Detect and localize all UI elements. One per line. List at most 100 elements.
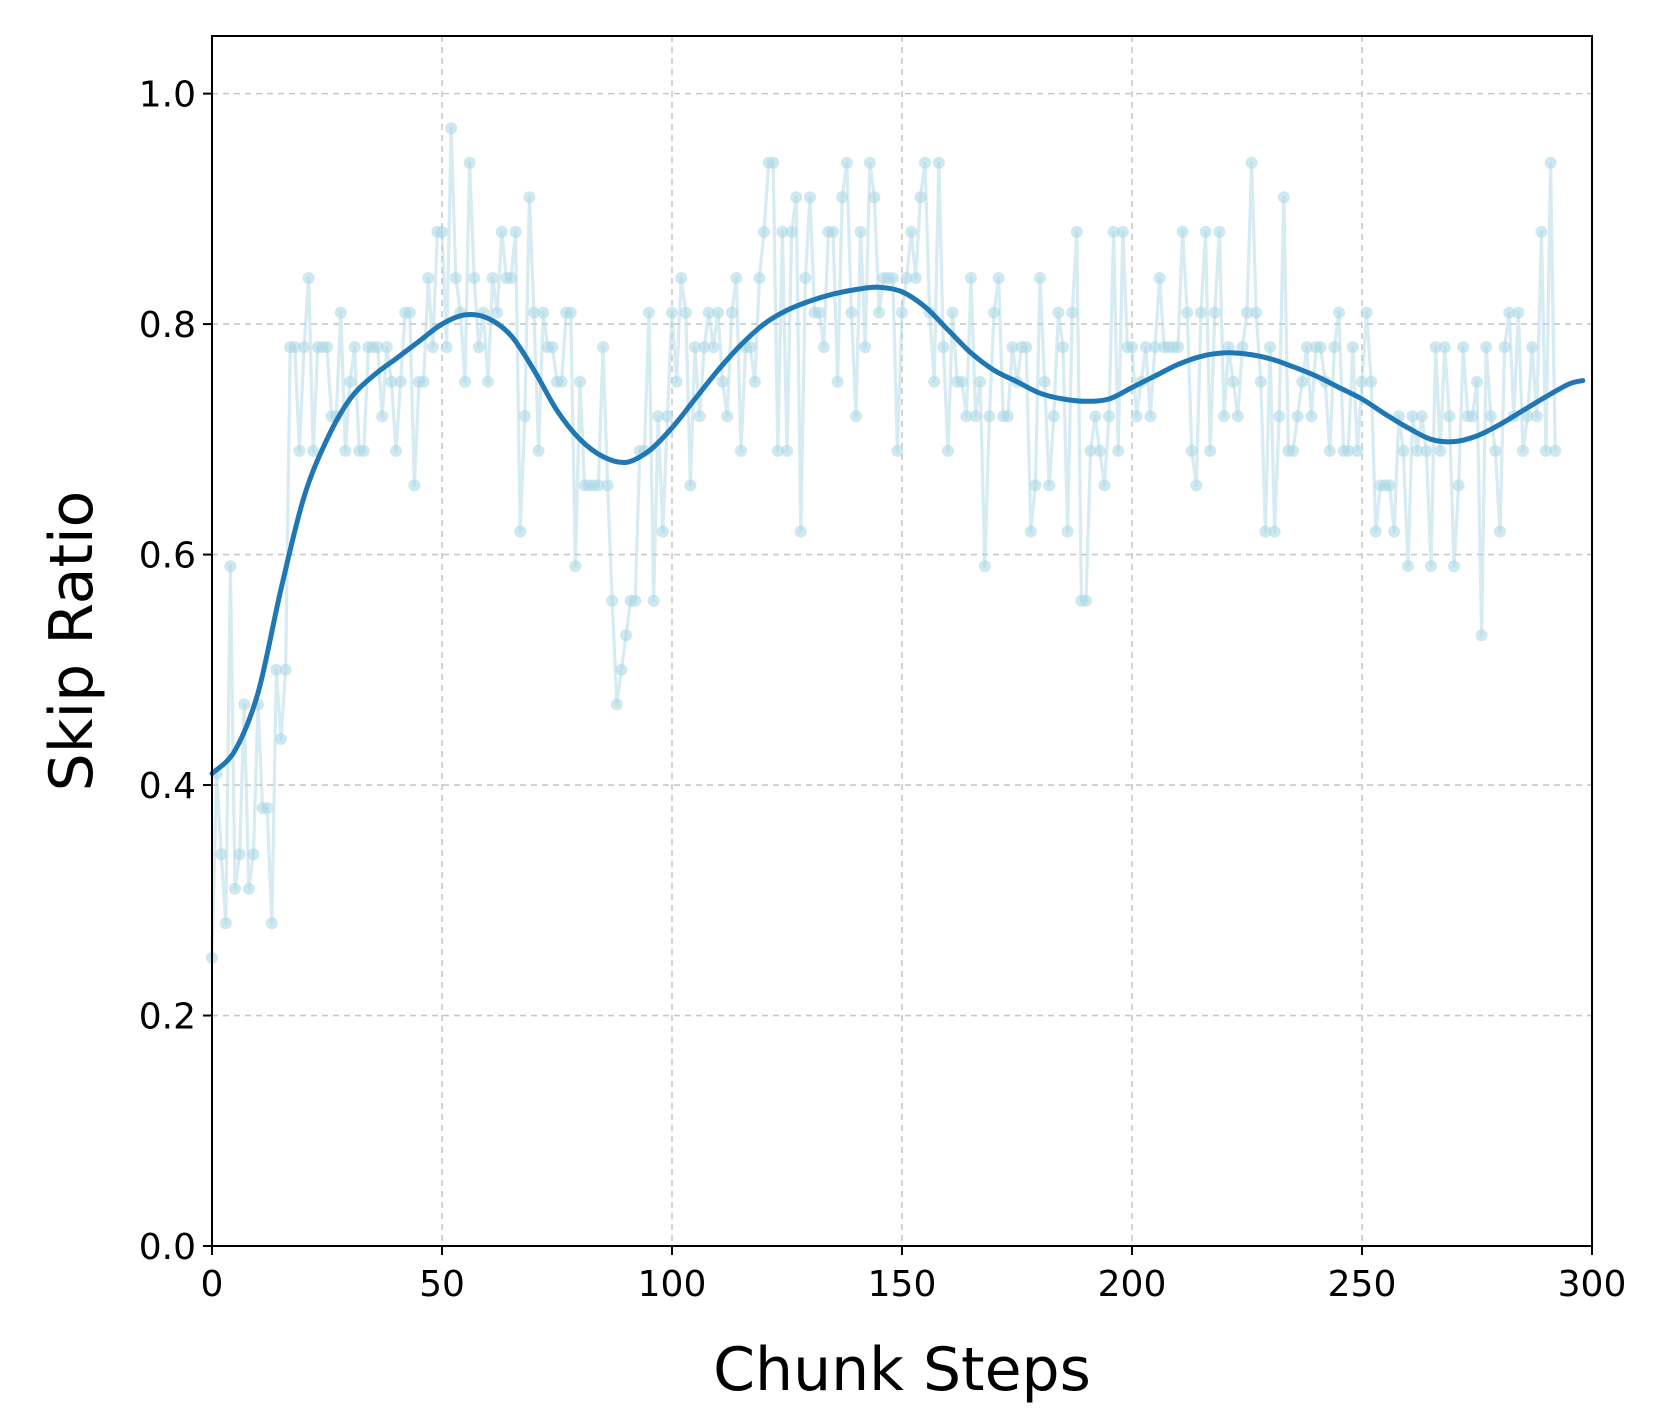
- x-tick-label: 200: [1098, 1264, 1167, 1305]
- raw-data-point: [1213, 225, 1226, 238]
- raw-data-point: [716, 375, 729, 388]
- raw-data-point: [279, 663, 292, 676]
- raw-data-point: [850, 410, 862, 423]
- raw-data-point: [224, 560, 237, 573]
- raw-data-point: [1484, 410, 1497, 423]
- raw-data-point: [909, 272, 922, 284]
- raw-data-point: [868, 191, 881, 204]
- raw-data-point: [1314, 341, 1327, 354]
- raw-data-point: [1512, 306, 1525, 319]
- raw-data-point: [592, 479, 605, 492]
- raw-data-point: [1241, 306, 1253, 319]
- raw-data-point: [1020, 341, 1033, 354]
- raw-data-point: [845, 306, 858, 319]
- raw-data-point: [679, 306, 692, 319]
- raw-data-point: [1245, 156, 1258, 169]
- raw-data-point: [1333, 306, 1345, 319]
- raw-data-point: [702, 306, 715, 319]
- raw-data-point: [1038, 375, 1051, 388]
- raw-data-point: [1093, 444, 1106, 457]
- raw-data-point: [302, 272, 315, 284]
- raw-data-point: [518, 410, 531, 423]
- raw-data-point: [992, 272, 1005, 284]
- raw-data-point: [974, 375, 987, 388]
- raw-data-point: [960, 410, 973, 423]
- raw-data-point: [781, 444, 793, 457]
- raw-data-point: [1204, 444, 1217, 457]
- raw-data-point: [744, 341, 757, 354]
- raw-data-point: [1047, 410, 1060, 423]
- raw-data-point: [270, 663, 283, 676]
- raw-data-point: [261, 802, 274, 815]
- raw-data-point: [1521, 410, 1534, 423]
- raw-data-point: [905, 225, 918, 238]
- raw-data-point: [965, 272, 977, 284]
- raw-data-point: [1346, 341, 1359, 354]
- raw-data-point: [1130, 410, 1143, 423]
- raw-data-point: [891, 444, 904, 457]
- raw-data-point: [445, 122, 458, 135]
- raw-data-point: [1498, 341, 1511, 354]
- raw-data-point: [836, 191, 849, 204]
- raw-data-point: [620, 629, 632, 642]
- raw-data-point: [1530, 410, 1543, 423]
- raw-data-point: [942, 444, 954, 457]
- raw-data-point: [873, 306, 885, 319]
- raw-data-point: [776, 225, 789, 238]
- raw-data-point: [505, 272, 517, 284]
- raw-data-point: [1466, 410, 1479, 423]
- raw-data-point: [436, 225, 448, 238]
- raw-data-point: [914, 191, 927, 204]
- y-tick-label: 0.6: [139, 536, 196, 577]
- y-axis-ticks: 0.0 0.2 0.4 0.6 0.8 1.0: [139, 75, 212, 1268]
- raw-data-point: [417, 375, 430, 388]
- raw-data-point: [472, 341, 485, 354]
- raw-data-point: [1475, 629, 1488, 642]
- raw-data-point: [1126, 341, 1138, 354]
- raw-data-point: [1254, 375, 1267, 388]
- raw-data-point: [610, 698, 623, 711]
- raw-data-point: [449, 272, 462, 284]
- raw-data-point: [1457, 341, 1470, 354]
- raw-data-point: [339, 444, 352, 457]
- smoothed-series-line: [209, 284, 1586, 776]
- raw-data-point: [1526, 341, 1539, 354]
- raw-data-point: [1296, 375, 1309, 388]
- raw-data-point: [546, 341, 559, 354]
- raw-data-point: [1259, 525, 1272, 538]
- x-tick-label: 250: [1328, 1264, 1397, 1305]
- x-tick-label: 150: [868, 1264, 937, 1305]
- raw-data-point: [380, 341, 393, 354]
- raw-data-point: [813, 306, 826, 319]
- raw-data-point: [1291, 410, 1304, 423]
- raw-data-point: [334, 306, 347, 319]
- raw-data-point: [1323, 444, 1336, 457]
- raw-data-point: [1139, 341, 1152, 354]
- raw-data-point: [606, 594, 619, 607]
- raw-data-point: [219, 917, 232, 930]
- raw-data-point: [1001, 410, 1014, 423]
- raw-data-point: [661, 410, 674, 423]
- raw-data-point: [1471, 375, 1483, 388]
- raw-data-point: [1300, 341, 1313, 354]
- raw-data-point: [804, 191, 816, 204]
- raw-data-point: [1406, 410, 1419, 423]
- raw-data-point: [712, 306, 724, 319]
- raw-data-point: [854, 225, 867, 238]
- raw-data-point: [983, 410, 996, 423]
- raw-data-point: [666, 306, 678, 319]
- raw-data-point: [1080, 594, 1092, 607]
- raw-data-point: [1342, 444, 1355, 457]
- raw-data-point: [1024, 525, 1037, 538]
- y-tick-label: 0.2: [139, 997, 196, 1038]
- raw-data-point: [1043, 479, 1056, 492]
- raw-data-point: [307, 444, 320, 457]
- raw-data-point: [928, 375, 941, 388]
- raw-data-point: [403, 306, 416, 319]
- raw-data-point: [900, 272, 913, 284]
- raw-data-point: [1089, 410, 1102, 423]
- raw-data-point: [569, 560, 582, 573]
- raw-data-point: [468, 272, 481, 284]
- raw-data-point: [597, 341, 609, 354]
- raw-data-point: [1084, 444, 1097, 457]
